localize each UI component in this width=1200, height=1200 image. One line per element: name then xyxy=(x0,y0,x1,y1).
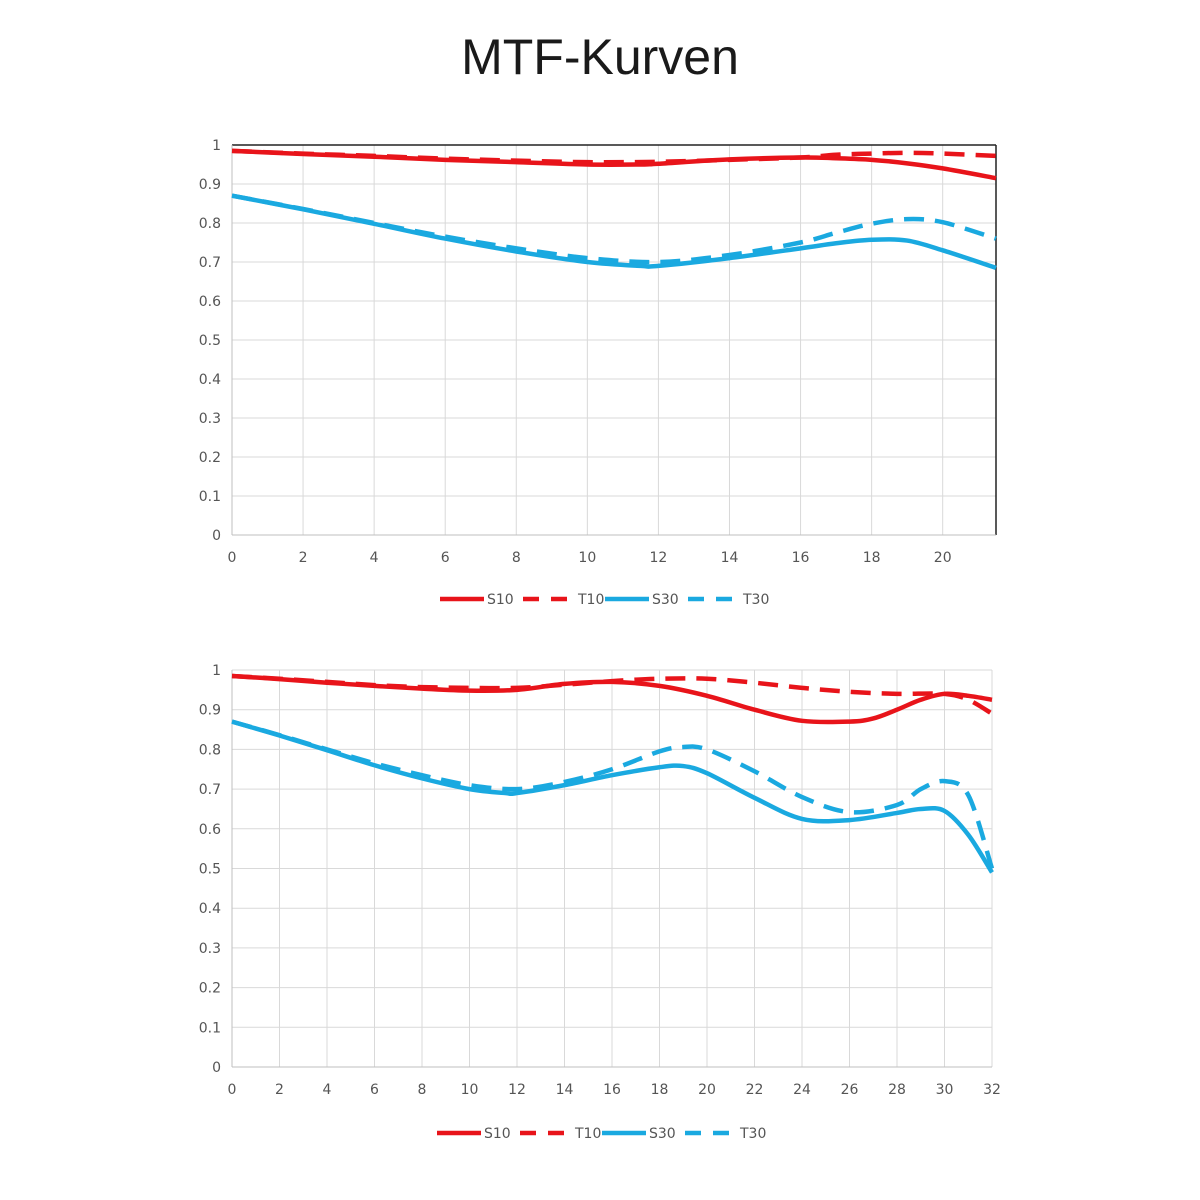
series-line-t30 xyxy=(231,193,997,265)
x-tick-label: 22 xyxy=(746,1082,764,1098)
y-tick-label: 0.5 xyxy=(199,862,221,878)
y-tick-label: 0.5 xyxy=(199,333,221,349)
y-tick-label: 1 xyxy=(212,138,221,154)
x-tick-label: 30 xyxy=(936,1082,954,1098)
grid xyxy=(231,144,997,536)
y-tick-label: 0.9 xyxy=(199,177,221,193)
y-tick-label: 0.6 xyxy=(199,822,221,838)
y-tick-label: 0 xyxy=(212,1060,221,1076)
y-tick-label: 0.4 xyxy=(199,372,221,388)
series-line-s10 xyxy=(231,673,993,725)
grid xyxy=(231,669,993,1068)
x-tick-label: 18 xyxy=(863,550,881,566)
series-line-s30 xyxy=(231,719,994,874)
y-tick-label: 0.8 xyxy=(199,742,221,758)
x-tick-label: 32 xyxy=(983,1082,1001,1098)
series-line-s10 xyxy=(231,148,997,181)
series-line-t10 xyxy=(231,148,997,165)
legend: S10 T10 S30 T30 xyxy=(440,592,769,608)
legend-label-t10: T10 xyxy=(577,592,604,608)
y-tick-label: 0 xyxy=(212,528,221,544)
x-tick-label: 28 xyxy=(888,1082,906,1098)
y-tick-label: 0.1 xyxy=(199,489,221,505)
y-tick-label: 0.9 xyxy=(199,703,221,719)
x-tick-label: 4 xyxy=(370,550,379,566)
legend-label-s30: S30 xyxy=(652,592,679,608)
x-tick-label: 6 xyxy=(370,1082,379,1098)
y-tick-label: 0.8 xyxy=(199,216,221,232)
x-tick-label: 4 xyxy=(323,1082,332,1098)
x-tick-label: 20 xyxy=(934,550,952,566)
legend-label-t30: T30 xyxy=(742,592,769,608)
y-tick-label: 0.2 xyxy=(199,981,221,997)
y-tick-label: 0.4 xyxy=(199,901,221,917)
series-line-t10 xyxy=(231,673,994,716)
x-tick-label: 26 xyxy=(841,1082,859,1098)
x-tick-label: 0 xyxy=(228,1082,237,1098)
x-tick-label: 16 xyxy=(792,550,810,566)
legend-label-t10: T10 xyxy=(574,1126,601,1142)
x-tick-label: 12 xyxy=(650,550,668,566)
y-tick-label: 0.7 xyxy=(199,782,221,798)
x-tick-label: 24 xyxy=(793,1082,811,1098)
x-tick-label: 12 xyxy=(508,1082,526,1098)
y-tick-label: 0.3 xyxy=(199,411,221,427)
x-tick-label: 10 xyxy=(578,550,596,566)
x-tick-label: 16 xyxy=(603,1082,621,1098)
x-tick-label: 20 xyxy=(698,1082,716,1098)
mtf-chart-2: 00.10.20.30.40.50.60.70.80.910 2 4 6 8 10 12 14… xyxy=(199,663,1001,1142)
x-tick-label: 0 xyxy=(228,550,237,566)
x-tick-label: 8 xyxy=(512,550,521,566)
legend: S10 T10 S30 T30 xyxy=(437,1126,766,1142)
x-tick-label: 8 xyxy=(418,1082,427,1098)
legend-label-s10: S10 xyxy=(484,1126,511,1142)
y-tick-label: 0.7 xyxy=(199,255,221,271)
y-tick-label: 0.6 xyxy=(199,294,221,310)
mtf-chart-1: 00.10.20.30.40.50.60.70.80.910 2 4 6 8 10 12 14… xyxy=(199,138,997,608)
x-tick-label: 2 xyxy=(299,550,308,566)
legend-label-s10: S10 xyxy=(487,592,514,608)
x-tick-label: 18 xyxy=(651,1082,669,1098)
x-tick-label: 6 xyxy=(441,550,450,566)
legend-label-s30: S30 xyxy=(649,1126,676,1142)
x-tick-label: 14 xyxy=(721,550,739,566)
y-tick-label: 1 xyxy=(212,663,221,679)
x-tick-label: 2 xyxy=(275,1082,284,1098)
y-tick-label: 0.1 xyxy=(199,1020,221,1036)
x-tick-label: 10 xyxy=(461,1082,479,1098)
y-tick-label: 0.2 xyxy=(199,450,221,466)
series-line-t30 xyxy=(231,719,995,870)
y-tick-label: 0.3 xyxy=(199,941,221,957)
page-title: MTF-Kurven xyxy=(461,29,739,85)
legend-label-t30: T30 xyxy=(739,1126,766,1142)
series-line-s30 xyxy=(231,193,997,270)
x-tick-label: 14 xyxy=(556,1082,574,1098)
